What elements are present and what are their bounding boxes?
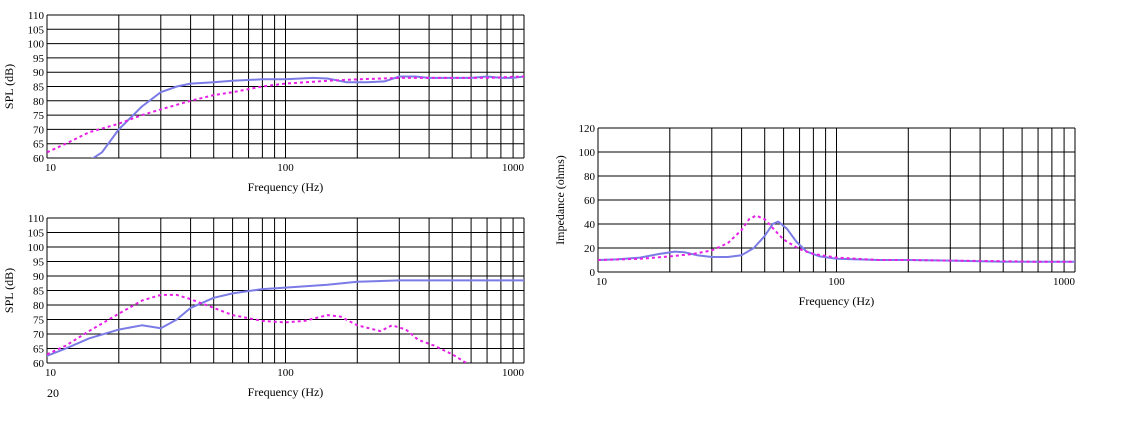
y-tick-label: 80: [33, 96, 45, 108]
solid-series-line: [47, 279, 524, 357]
y-tick-label: 90: [33, 67, 45, 79]
y-tick-label: 105: [28, 24, 45, 36]
x-tick-label: 1000: [502, 162, 525, 174]
x-axis-label: Frequency (Hz): [248, 180, 324, 194]
spl-chart-bottom: 60 65 70 75 80 85 90 95 100 105 110 10 100 1000 Freque…: [2, 213, 525, 399]
y-tick-label: 40: [584, 219, 596, 231]
y-tick-label: 95: [33, 257, 45, 269]
y-tick-label: 65: [33, 344, 45, 356]
y-tick-label: 60: [33, 358, 45, 370]
y-tick-label: 75: [33, 110, 45, 122]
y-tick-label: 100: [28, 242, 45, 254]
y-tick-label: 105: [28, 228, 45, 240]
x-tick-label: 1000: [1053, 276, 1076, 288]
y-tick-label: 20: [584, 243, 596, 255]
x-tick-label: 100: [277, 367, 294, 379]
y-tick-label: 80: [584, 171, 596, 183]
y-tick-label: 60: [33, 153, 45, 165]
y-tick-label: 100: [579, 147, 596, 159]
y-axis-label: SPL (dB): [2, 64, 16, 109]
spl-chart-top: 60 65 70 75 80 85 90 95 100 105 110 10 100 1000 Freque…: [2, 10, 525, 194]
x-tick-label: 1000: [502, 367, 525, 379]
y-axis-label: Impedance (ohms): [553, 155, 567, 245]
x-axis-label: Frequency (Hz): [248, 385, 324, 399]
y-tick-label: 75: [33, 315, 45, 327]
y-tick-label: 65: [33, 139, 45, 151]
dotted-series-line: [47, 75, 524, 154]
x-tick-label: 100: [828, 276, 845, 288]
y-axis-label: SPL (dB): [2, 268, 16, 313]
dotted-series-line: [47, 293, 469, 363]
x-tick-label: 10: [45, 367, 57, 379]
y-tick-label: 80: [33, 300, 45, 312]
y-tick-label: 70: [33, 329, 45, 341]
y-tick-label: 110: [28, 213, 45, 225]
y-tick-label: 90: [33, 271, 45, 283]
y-tick-label: 85: [33, 82, 45, 94]
y-tick-label: 85: [33, 286, 45, 298]
y-tick-label: 100: [28, 39, 45, 51]
y-tick-label: 0: [590, 267, 596, 279]
x-tick-label: 10: [45, 162, 57, 174]
x-tick-label: 10: [596, 276, 608, 288]
x-axis-label: Frequency (Hz): [799, 294, 875, 308]
solid-series-line: [91, 75, 524, 158]
y-tick-label: 95: [33, 53, 45, 65]
y-tick-label: 60: [584, 195, 596, 207]
y-tick-label: 120: [579, 123, 596, 135]
impedance-chart: 0 20 40 60 80 100 120 10 100 1000 Frequency (Hz) Im…: [553, 123, 1076, 308]
x-tick-label: 100: [277, 162, 294, 174]
y-tick-label: 70: [33, 124, 45, 136]
footnote-label: 20: [47, 386, 59, 400]
y-tick-label: 110: [28, 10, 45, 22]
